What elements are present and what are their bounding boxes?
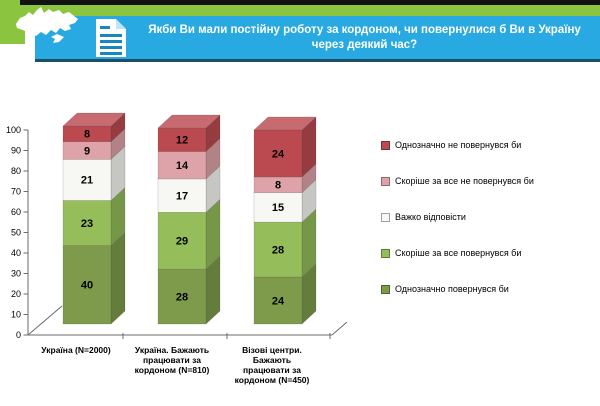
bar-segment-top bbox=[253, 116, 317, 131]
bar-segment-side bbox=[110, 232, 126, 325]
y-axis: 0 10 20 30 40 50 60 70 80 90 100 bbox=[6, 125, 29, 340]
category-labels: Україна (N=2000) Україна. Бажають працюват… bbox=[41, 345, 309, 385]
floor-left-edge bbox=[27, 305, 63, 336]
category-label: Україна. Бажають працювати за кордоном (N=… bbox=[135, 345, 210, 375]
title-banner: Якби Ви мали постійну роботу за кордоном… bbox=[35, 16, 600, 62]
bar-segment bbox=[253, 129, 303, 178]
legend-swatch-icon bbox=[381, 140, 390, 150]
value-label: 23 bbox=[81, 218, 93, 230]
legend-swatch-icon bbox=[381, 212, 390, 222]
legend-label: Однозначно не повернувся би bbox=[395, 140, 522, 150]
legend-label: Однозначно повернувся би bbox=[395, 284, 509, 294]
legend-swatch-icon bbox=[381, 284, 390, 294]
value-label: 28 bbox=[272, 244, 284, 256]
chart-floor bbox=[27, 305, 348, 339]
legend-swatch-icon bbox=[381, 248, 390, 258]
bars bbox=[62, 112, 317, 325]
value-label: 8 bbox=[84, 129, 90, 141]
y-tick-label: 30 bbox=[11, 269, 21, 279]
slide-title-line1: Якби Ви мали постійну роботу за кордоном… bbox=[148, 23, 581, 36]
ukraine-map-icon bbox=[16, 7, 78, 43]
slide-title-line2: через деякий час? bbox=[311, 38, 418, 51]
legend-item: Важко відповісти bbox=[381, 210, 534, 224]
category-label: Візові центри. Бажають працювати за кордоно… bbox=[235, 345, 310, 385]
category-label: Україна (N=2000) bbox=[41, 345, 111, 355]
value-label: 9 bbox=[84, 145, 90, 157]
legend-label: Важко відповісти bbox=[395, 212, 466, 222]
floor-right-edge bbox=[331, 321, 348, 336]
y-tick-label: 100 bbox=[6, 125, 21, 135]
bar-segment bbox=[253, 276, 303, 325]
y-tick-label: 0 bbox=[16, 330, 21, 340]
value-label: 17 bbox=[176, 190, 188, 202]
legend-item: Скоріше за все повернувся би bbox=[381, 246, 534, 260]
legend-item: Однозначно не повернувся би bbox=[381, 138, 534, 152]
value-label: 29 bbox=[176, 236, 188, 248]
value-label: 28 bbox=[176, 291, 188, 303]
bar-segment-top bbox=[62, 112, 126, 127]
value-label: 8 bbox=[275, 180, 281, 192]
value-label: 24 bbox=[272, 148, 285, 160]
value-labels: 40 23 21 9 8 28 29 17 14 12 24 28 15 8 24 bbox=[81, 129, 285, 308]
document-icon bbox=[96, 19, 126, 57]
value-label: 12 bbox=[176, 135, 188, 147]
bar-segment bbox=[157, 212, 207, 270]
value-label: 24 bbox=[272, 295, 285, 307]
header-black-strip bbox=[20, 0, 600, 5]
bar-segment bbox=[253, 192, 303, 223]
y-tick-label: 70 bbox=[11, 187, 21, 197]
bar-segment bbox=[62, 245, 112, 325]
value-label: 14 bbox=[176, 160, 189, 172]
value-label: 21 bbox=[81, 175, 93, 187]
legend-label: Скоріше за все не повернувся би bbox=[395, 176, 534, 186]
slide-title: Якби Ви мали постійну роботу за кордоном… bbox=[135, 16, 594, 59]
y-tick-label: 60 bbox=[11, 207, 21, 217]
y-tick-label: 80 bbox=[11, 166, 21, 176]
legend-item: Однозначно повернувся би bbox=[381, 282, 534, 296]
bar-segment-top bbox=[157, 114, 221, 129]
stacked-bar-chart-3d: 0 10 20 30 40 50 60 70 80 90 100 40 23 21 9 8 28 29 17 14 12… bbox=[6, 112, 348, 385]
y-tick-label: 50 bbox=[11, 228, 21, 238]
legend-item: Скоріше за все не повернувся би bbox=[381, 174, 534, 188]
legend: Однозначно не повернувся би Скоріше за вс… bbox=[381, 138, 534, 296]
bar-segment bbox=[253, 221, 303, 278]
legend-label: Скоріше за все повернувся би bbox=[395, 248, 522, 258]
bar-segment bbox=[157, 178, 207, 213]
value-label: 40 bbox=[81, 280, 93, 292]
y-tick-label: 40 bbox=[11, 248, 21, 258]
y-tick-label: 20 bbox=[11, 289, 21, 299]
y-tick-label: 90 bbox=[11, 146, 21, 156]
value-label: 15 bbox=[272, 202, 284, 214]
bar-segment bbox=[62, 200, 112, 246]
legend-swatch-icon bbox=[381, 176, 390, 186]
y-tick-label: 10 bbox=[11, 310, 21, 320]
bar-segment bbox=[157, 268, 207, 325]
